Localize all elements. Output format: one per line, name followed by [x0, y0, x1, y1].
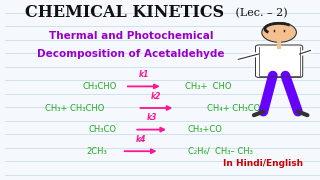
- Circle shape: [262, 22, 296, 42]
- Text: CH₃+CO: CH₃+CO: [188, 125, 223, 134]
- Text: 2CH₃: 2CH₃: [86, 147, 107, 156]
- Text: Decomposition of Acetaldehyde: Decomposition of Acetaldehyde: [37, 49, 225, 59]
- Text: In Hindi/English: In Hindi/English: [223, 159, 303, 168]
- Text: CH₄+ CH₃CO: CH₄+ CH₃CO: [207, 103, 260, 112]
- Text: CHEMICAL KINETICS: CHEMICAL KINETICS: [25, 4, 224, 21]
- Text: k3: k3: [147, 113, 157, 122]
- Text: CH₃+  CHO: CH₃+ CHO: [185, 82, 231, 91]
- Text: CH₃CHO: CH₃CHO: [83, 82, 117, 91]
- Text: CH₃CO: CH₃CO: [89, 125, 117, 134]
- Text: CH₃+ CH₃CHO: CH₃+ CH₃CHO: [45, 103, 104, 112]
- Text: Thermal and Photochemical: Thermal and Photochemical: [49, 31, 213, 41]
- Text: k1: k1: [139, 70, 149, 79]
- Text: (Lec. – 2): (Lec. – 2): [232, 7, 287, 18]
- FancyBboxPatch shape: [255, 45, 303, 77]
- Text: k4: k4: [135, 135, 146, 144]
- Text: C₂H₆/  CH₃– CH₃: C₂H₆/ CH₃– CH₃: [188, 147, 253, 156]
- Text: k2: k2: [151, 92, 162, 101]
